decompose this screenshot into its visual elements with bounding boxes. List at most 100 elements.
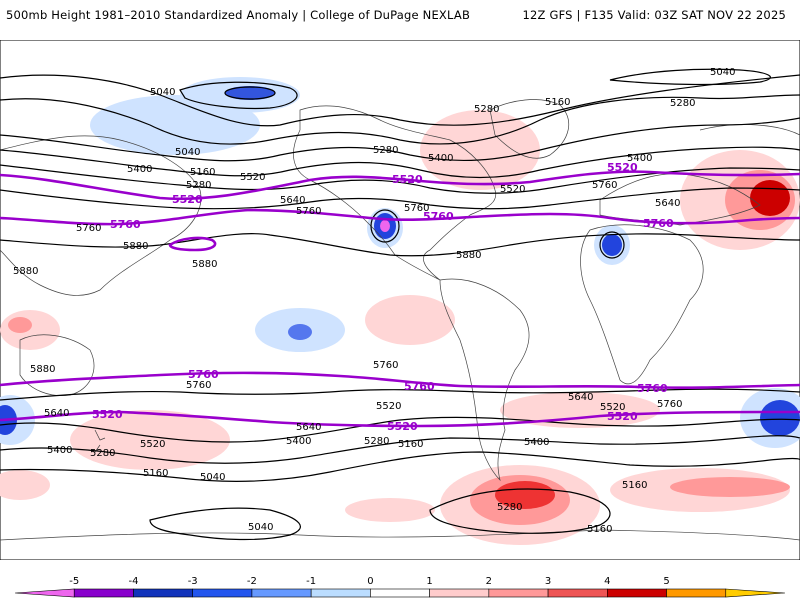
- anomaly-positive: [500, 392, 660, 428]
- contour-line: [609, 68, 771, 86]
- anomaly-positive: [0, 310, 60, 350]
- colorbar-swatch: [251, 588, 312, 598]
- anomaly-negative-strong: [602, 234, 622, 256]
- contour-label: 5880: [123, 241, 148, 252]
- contour-label: 5280: [497, 502, 522, 513]
- contour-line: [149, 507, 301, 541]
- highlight-label: 5520: [607, 161, 638, 174]
- contour-5520-south: [0, 410, 800, 428]
- contour-line: [0, 74, 800, 127]
- contour-label: 5040: [710, 67, 735, 78]
- asia-east-coast: [699, 124, 800, 136]
- contour-label: 5640: [655, 198, 680, 209]
- contour-label: 5520: [376, 401, 401, 412]
- contour-label: 5280: [474, 104, 499, 115]
- contour-label: 5880: [30, 364, 55, 375]
- contour-line: [0, 164, 800, 194]
- contour-label: 5280: [364, 436, 389, 447]
- anomaly-positive-mid: [8, 317, 32, 333]
- colorbar-swatch: [73, 588, 134, 598]
- contour-5880-closed: [168, 236, 217, 252]
- weather-map: 5040 5040 5040 5040 5040 5160 5160 5160 …: [0, 40, 800, 560]
- contour-label: 5400: [47, 445, 72, 456]
- contour-label: 5760: [592, 180, 617, 191]
- contour-label: 5760: [76, 223, 101, 234]
- highlight-label: 5760: [188, 368, 219, 381]
- colorbar-swatch: [14, 588, 75, 598]
- colorbar-swatch: [488, 588, 549, 598]
- anomaly-extreme-negative: [380, 220, 390, 232]
- colorbar-tick-label: -1: [306, 576, 316, 587]
- contour-label: 5160: [190, 167, 215, 178]
- highlight-label: 5760: [423, 210, 454, 223]
- contour-line: [0, 388, 800, 401]
- anomaly-negative-strong: [225, 86, 275, 100]
- contour-label: 5760: [296, 206, 321, 217]
- contour-line: [179, 81, 298, 109]
- contour-line: [0, 94, 800, 145]
- colorbar-tick-label: 0: [367, 576, 373, 587]
- contour-label: 5880: [192, 259, 217, 270]
- contour-label: 5640: [280, 195, 305, 206]
- colorbar-swatch: [370, 588, 430, 598]
- colorbar-tick-label: 2: [486, 576, 492, 587]
- contour-label: 5400: [524, 437, 549, 448]
- contour-label: 5160: [622, 480, 647, 491]
- contour-label: 5520: [500, 184, 525, 195]
- contour-labels: 5040 5040 5040 5040 5040 5160 5160 5160 …: [13, 67, 735, 535]
- contour-label: 5760: [373, 360, 398, 371]
- anomaly-positive: [345, 498, 435, 522]
- contour-line: [429, 488, 611, 534]
- colorbar-swatch: [133, 588, 193, 598]
- highlight-label: 5520: [392, 173, 423, 186]
- contour-line: [0, 416, 800, 443]
- anomaly-positive: [420, 110, 540, 190]
- africa-coast: [580, 224, 704, 385]
- header: 500mb Height 1981–2010 Standardized Anom…: [0, 0, 800, 34]
- contour-5760-south: [0, 371, 800, 389]
- highlight-contours: [0, 170, 800, 428]
- contour-label: 5040: [200, 472, 225, 483]
- anomaly-positive-strong: [495, 481, 555, 509]
- highlight-label: 5520: [92, 408, 123, 421]
- contour-line: [0, 187, 800, 210]
- contour-label: 5760: [186, 380, 211, 391]
- colorbar-swatch: [725, 588, 786, 598]
- highlight-labels: 5520 5520 5520 5520 5520 5520 5760 5760 …: [92, 161, 674, 433]
- highlight-label: 5760: [637, 382, 668, 395]
- contour-label: 5760: [657, 399, 682, 410]
- map-title: 500mb Height 1981–2010 Standardized Anom…: [6, 8, 471, 22]
- anomaly-positive: [365, 295, 455, 345]
- contour-label: 5160: [398, 439, 423, 450]
- colorbar-tick-label: -2: [247, 576, 257, 587]
- contour-label: 5280: [670, 98, 695, 109]
- contour-label: 5400: [428, 153, 453, 164]
- anomaly-positive-strong: [750, 180, 790, 216]
- contour-label: 5400: [627, 153, 652, 164]
- colorbar-swatch: [192, 588, 253, 598]
- antarctica-coast: [0, 529, 800, 541]
- anomaly-positive: [0, 470, 50, 500]
- contour-label: 5520: [600, 402, 625, 413]
- contour-label: 5160: [587, 524, 612, 535]
- anomaly-negative-strong: [288, 324, 312, 340]
- contour-label: 5280: [90, 448, 115, 459]
- contour-label: 5880: [456, 250, 481, 261]
- contour-line: [0, 233, 800, 257]
- contour-label: 5640: [568, 392, 593, 403]
- highlight-label: 5760: [404, 380, 435, 393]
- run-info: 12Z GFS | F135 Valid: 03Z SAT NOV 22 202…: [522, 8, 786, 22]
- asia-coast: [0, 135, 202, 296]
- highlight-label: 5760: [643, 217, 674, 230]
- greenland-coast: [489, 99, 569, 159]
- contour-label: 5160: [143, 468, 168, 479]
- colorbar-swatch: [547, 588, 608, 598]
- contour-label: 5880: [13, 266, 38, 277]
- contour-label: 5520: [240, 172, 265, 183]
- contour-5520-north: [0, 170, 800, 201]
- anomaly-positive-mid: [670, 477, 790, 497]
- colorbar-swatch: [607, 588, 667, 598]
- contour-closed-low: [599, 231, 625, 259]
- contour-label: 5400: [286, 436, 311, 447]
- colorbar-tick-label: 3: [545, 576, 551, 587]
